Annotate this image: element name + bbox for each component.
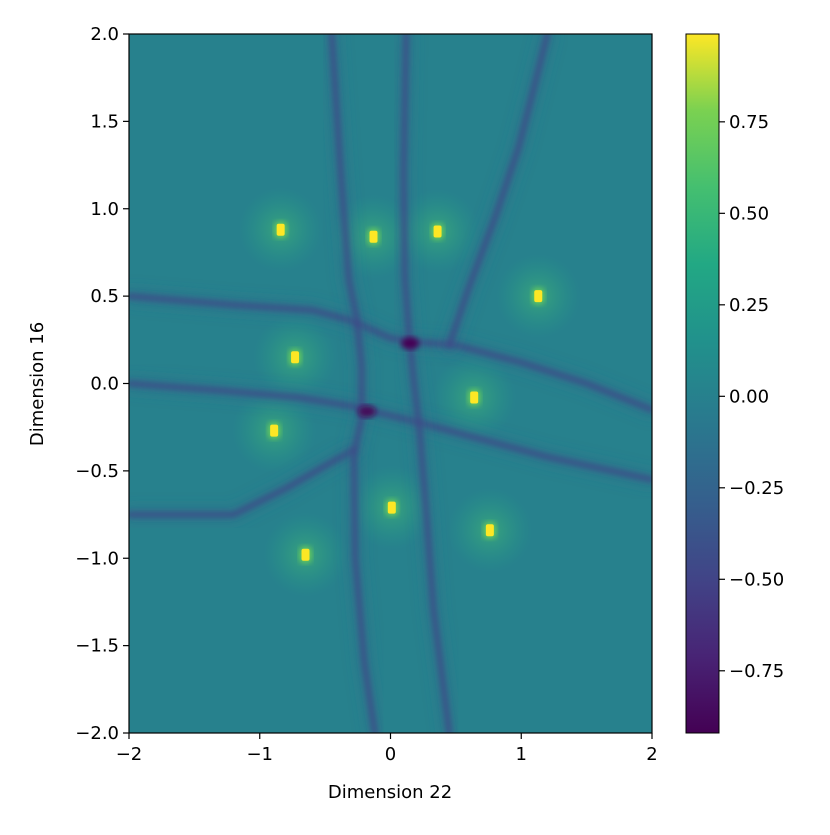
colorbar-tick-label: 0.50 bbox=[729, 203, 769, 224]
y-tick-label: −2.0 bbox=[75, 723, 119, 744]
ridge-line bbox=[129, 381, 652, 483]
ridge-line bbox=[329, 34, 378, 733]
x-tick-label: −2 bbox=[116, 744, 143, 765]
x-tick-label: 2 bbox=[646, 744, 657, 765]
minimum-spot bbox=[401, 337, 420, 350]
y-tick-label: 1.0 bbox=[90, 199, 119, 220]
y-tick-label: −1.0 bbox=[75, 548, 119, 569]
colorbar-tick-label: −0.50 bbox=[729, 569, 784, 590]
ridge-line bbox=[446, 34, 550, 348]
ridge-line bbox=[129, 447, 357, 518]
ridge-line bbox=[401, 34, 452, 733]
y-axis-label: Dimension 16 bbox=[27, 322, 48, 446]
y-tick-label: 2.0 bbox=[90, 24, 119, 45]
hotspot bbox=[433, 225, 442, 238]
y-tick-label: 0.0 bbox=[90, 374, 119, 395]
hotspot bbox=[291, 351, 300, 364]
hotspot bbox=[485, 524, 494, 537]
y-tick-label: 0.5 bbox=[90, 286, 119, 307]
x-axis-label: Dimension 22 bbox=[328, 782, 452, 803]
y-tick-label: −1.5 bbox=[75, 636, 119, 657]
colorbar-frame bbox=[685, 33, 720, 734]
hotspot bbox=[534, 290, 543, 303]
x-tick-label: 0 bbox=[385, 744, 396, 765]
colorbar-tick-label: −0.75 bbox=[729, 661, 784, 682]
hotspot bbox=[301, 548, 310, 561]
hotspot bbox=[470, 391, 479, 404]
y-tick-label: 1.5 bbox=[90, 111, 119, 132]
colorbar-tick-label: −0.25 bbox=[729, 478, 784, 499]
hotspot bbox=[276, 223, 285, 236]
colorbar-tick-label: 0.25 bbox=[729, 295, 769, 316]
x-tick-label: 1 bbox=[516, 744, 527, 765]
ridge-line bbox=[129, 293, 652, 413]
colorbar bbox=[686, 34, 719, 733]
hotspot bbox=[369, 230, 378, 243]
minimum-spot bbox=[357, 405, 376, 418]
colorbar-tick-label: 0.00 bbox=[729, 386, 769, 407]
hotspot bbox=[387, 501, 396, 514]
colorbar-tick-label: 0.75 bbox=[729, 112, 769, 133]
hotspot bbox=[270, 424, 279, 437]
x-tick-label: −1 bbox=[246, 744, 273, 765]
y-tick-label: −0.5 bbox=[75, 461, 119, 482]
